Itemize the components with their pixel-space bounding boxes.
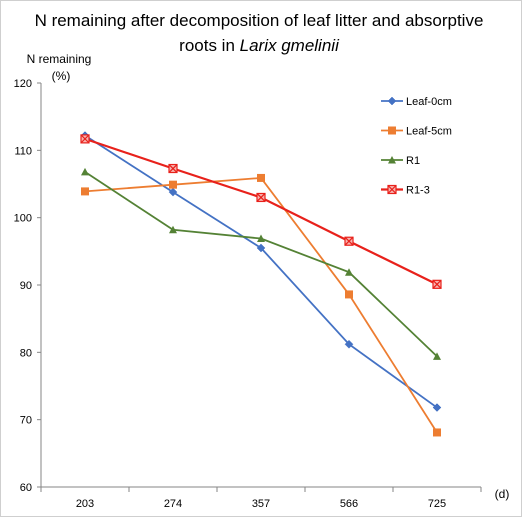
legend-label: Leaf-5cm [406,126,452,138]
chart-title-line-1: N remaining after decomposition of leaf … [35,11,484,30]
data-point-r1-3 [168,163,178,174]
data-point-leaf-5cm [81,187,89,196]
x-tick-label: 725 [428,498,446,510]
y-tick-label: 60 [20,482,32,494]
y-tick-label: 90 [20,280,32,292]
y-axis-label-line-1: N remaining [27,52,92,66]
legend-label: R1-3 [406,185,430,197]
data-point-leaf-0cm [168,187,178,197]
data-point-leaf-0cm [344,339,354,349]
data-point-r1-3-cross-b [432,279,442,289]
data-point-r1-3-cross-b [168,164,178,173]
legend-label: Leaf-0cm [406,96,452,108]
data-point-r1 [81,167,89,176]
data-point-r1 [433,352,441,360]
x-tick-label: 274 [164,498,182,510]
data-point-r1-3 [344,236,354,246]
legend-marker [387,184,397,195]
legend-item-r1: R1 [381,155,420,167]
series-leaf-5cm [81,173,441,437]
series-r1-3 [80,134,442,289]
legend-marker [388,156,396,164]
chart-title-line-2-prefix: roots in [179,36,239,55]
legend-marker [387,96,397,106]
legend: Leaf-0cm Leaf-5cm R1 R1-3 [381,96,452,197]
y-axis-label-line-2: (%) [52,69,71,83]
legend-marker-cross-b [387,185,397,194]
data-point-r1-3-cross-b [344,236,354,246]
legend-label: R1 [406,155,420,167]
chart-title-line-2: roots in Larix gmelinii [179,36,340,55]
series-leaf-0cm [80,131,442,412]
x-tick-label: 203 [76,498,94,510]
y-tick-label: 80 [20,347,32,359]
data-point-r1-3-cross-b [80,134,90,144]
y-ticks: 60 70 80 90 100 110 120 [14,78,41,494]
y-tick-label: 100 [14,213,32,225]
data-point-r1 [257,234,265,243]
x-ticks: 203 274 357 566 725 [40,487,482,510]
legend-item-leaf-5cm: Leaf-5cm [381,126,452,138]
legend-item-r1-3: R1-3 [381,185,430,197]
chart-title-line-2-italic: Larix gmelinii [240,36,340,55]
data-point-r1-3 [256,192,266,203]
x-tick-label: 357 [252,498,270,510]
legend-marker [388,126,396,135]
data-point-r1-3 [80,134,90,144]
data-point-r1 [345,268,353,276]
y-tick-label: 70 [20,415,32,427]
data-point-r1-3 [432,279,442,289]
data-point-leaf-5cm [257,173,265,182]
x-tick-label: 566 [340,498,358,510]
data-point-r1 [169,225,177,234]
y-tick-label: 110 [14,145,32,157]
y-tick-label: 120 [14,78,32,90]
data-point-leaf-5cm [433,428,441,437]
data-point-leaf-0cm [432,403,442,412]
legend-item-leaf-0cm: Leaf-0cm [381,96,452,108]
data-point-leaf-5cm [169,180,177,189]
data-point-leaf-0cm [256,243,266,253]
data-point-leaf-5cm [345,290,353,299]
series-layer [80,131,442,437]
x-axis-label: (d) [495,487,510,501]
data-point-r1-3-cross-b [256,193,266,202]
series-r1 [81,167,441,360]
